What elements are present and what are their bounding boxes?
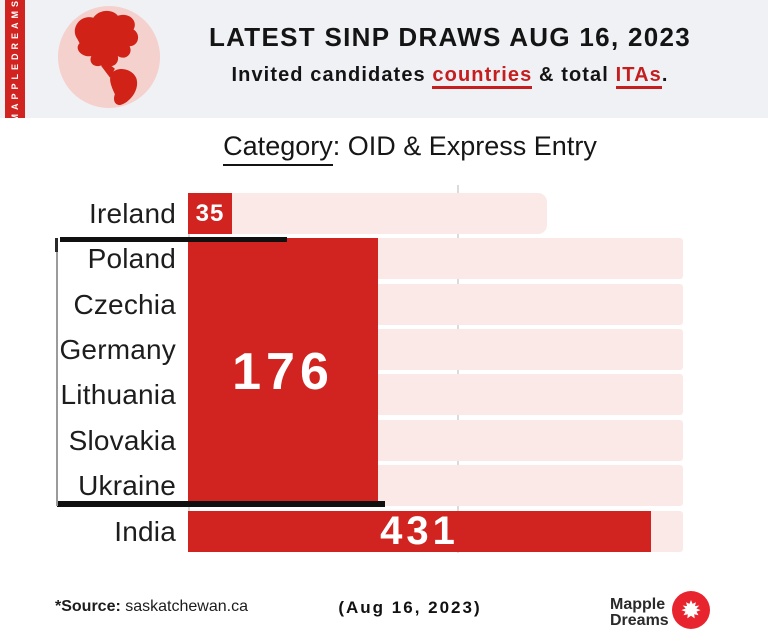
source-label: *Source: — [55, 598, 121, 615]
header: MAPPLEDREAMS LATEST SINP DRAWS AUG 16, 2… — [0, 0, 768, 121]
itas-link[interactable]: ITAs — [615, 64, 662, 89]
bar-india: 431 — [188, 509, 651, 553]
logo-line1: Mapple — [610, 595, 666, 613]
mapple-dreams-logo: Mapple Dreams — [610, 591, 710, 634]
logo-wordmark: Mapple Dreams — [610, 595, 669, 629]
bar-grouped-countries: 176 — [188, 238, 378, 506]
bracket-left-line — [56, 240, 58, 506]
subtitle: Invited candidates countries & total ITA… — [160, 64, 740, 89]
country-label-germany: Germany — [59, 334, 176, 365]
draw-date: (Aug 16, 2023) — [338, 598, 482, 617]
countries-link[interactable]: countries — [432, 64, 533, 89]
bracket-bottom-line — [57, 501, 385, 507]
value-label-group: 176 — [232, 343, 334, 401]
country-label-slovakia: Slovakia — [68, 425, 176, 456]
country-label-ukraine: Ukraine — [78, 470, 176, 501]
country-label-czechia: Czechia — [73, 289, 176, 320]
subtitle-text-prefix: Invited candidates — [231, 64, 433, 86]
bracket-top-line — [60, 237, 287, 242]
category-label: Category — [223, 131, 333, 166]
category-value: OID & Express Entry — [347, 131, 597, 161]
country-label-ireland: Ireland — [88, 198, 176, 229]
category-line: Category: OID & Express Entry — [55, 131, 765, 166]
category-separator: : — [332, 131, 348, 161]
country-label-india: India — [114, 516, 176, 547]
page-title: LATEST SINP DRAWS AUG 16, 2023 — [208, 22, 692, 52]
globe-icon — [56, 4, 162, 110]
subtitle-text-suffix: . — [661, 64, 669, 86]
country-label-lithuania: Lithuania — [60, 379, 176, 410]
source-note: *Source: saskatchewan.ca — [55, 598, 248, 616]
logo-line2: Dreams — [610, 611, 669, 629]
subtitle-text-middle: & total — [532, 64, 616, 86]
maple-leaf-icon — [671, 591, 710, 634]
value-label-india: 431 — [380, 509, 459, 553]
country-label-poland: Poland — [87, 243, 176, 274]
bracket-left-cap — [55, 238, 58, 252]
brand-vertical-tab: MAPPLEDREAMS — [5, 0, 25, 121]
bar-ireland: 35 — [188, 193, 232, 234]
bar-track — [188, 193, 547, 234]
value-label-ireland: 35 — [195, 199, 225, 227]
source-value: saskatchewan.ca — [125, 598, 248, 615]
